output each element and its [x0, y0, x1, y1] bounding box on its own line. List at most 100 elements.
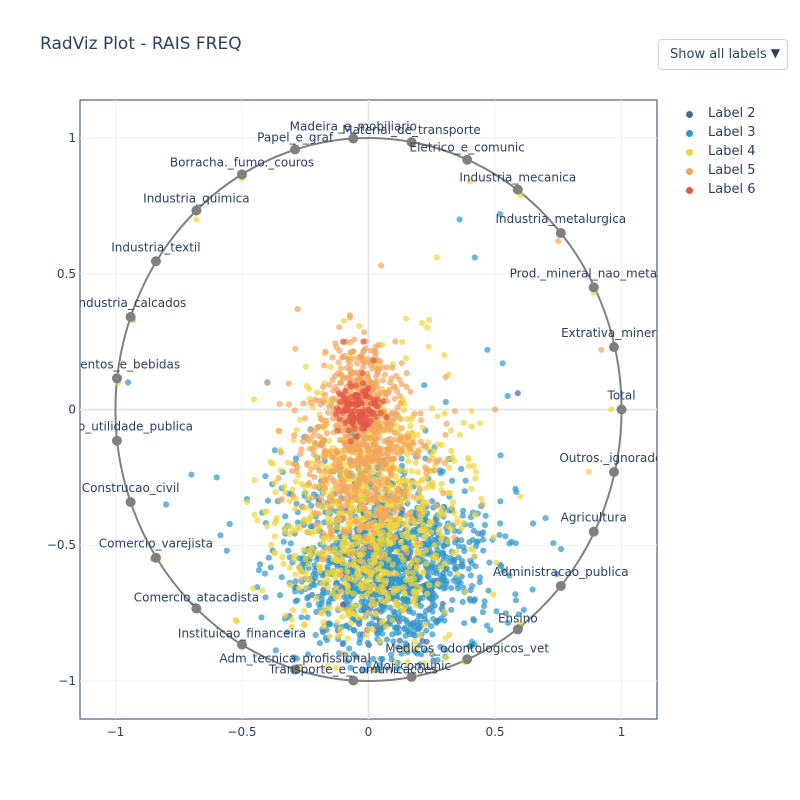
data-point [407, 388, 414, 395]
data-point [383, 590, 390, 597]
data-point [406, 442, 413, 449]
data-point [434, 413, 441, 420]
data-point [321, 362, 328, 369]
data-point [441, 460, 448, 467]
data-point [391, 624, 399, 631]
data-point [375, 365, 382, 372]
data-point [359, 409, 367, 416]
data-point [377, 655, 385, 662]
data-point [335, 510, 342, 517]
data-point [415, 453, 422, 460]
data-point [226, 520, 233, 528]
data-point [286, 531, 293, 538]
data-point [406, 605, 413, 612]
x-tick-label: 0 [365, 725, 373, 739]
data-point [499, 360, 506, 367]
anchor-label: Transporte_e_comunicacoes [268, 662, 438, 676]
data-point [337, 371, 344, 378]
data-point [373, 586, 380, 593]
data-point [404, 659, 411, 666]
data-point [358, 607, 365, 614]
data-point [329, 590, 336, 597]
data-point [364, 610, 372, 617]
data-point [351, 577, 359, 584]
data-point [360, 488, 367, 495]
data-point [351, 445, 358, 452]
data-point [344, 568, 351, 575]
data-point [386, 379, 394, 386]
data-point [302, 363, 310, 370]
data-point [395, 479, 403, 486]
data-point [334, 619, 341, 626]
data-point [424, 573, 431, 580]
data-point [437, 643, 444, 650]
data-point [354, 564, 361, 571]
data-point [454, 581, 461, 588]
data-point [328, 531, 335, 539]
data-point [317, 494, 325, 502]
data-point [365, 446, 372, 453]
data-point [313, 463, 320, 471]
data-point [305, 651, 312, 658]
data-point [448, 606, 455, 613]
data-point [359, 458, 367, 465]
data-point [277, 467, 284, 474]
data-point [344, 588, 351, 595]
data-point [316, 640, 323, 647]
data-point [440, 490, 447, 497]
data-point [468, 407, 475, 415]
data-point [384, 595, 391, 603]
data-point [431, 467, 438, 474]
data-point [346, 314, 354, 321]
data-point [436, 525, 443, 533]
anchor-label: Outros._ignorados [559, 451, 668, 465]
data-point [276, 592, 284, 599]
data-point [333, 344, 340, 351]
data-point [428, 648, 435, 655]
data-point [282, 612, 289, 619]
data-point [188, 471, 195, 478]
data-point [368, 479, 375, 486]
data-point [378, 589, 385, 596]
data-point [502, 533, 509, 540]
data-point [512, 485, 519, 492]
data-point [429, 608, 436, 615]
series-label-5 [130, 238, 605, 657]
data-point [334, 427, 341, 434]
data-point [327, 468, 334, 475]
data-point [418, 417, 425, 424]
data-point [343, 657, 351, 664]
data-point [305, 436, 312, 443]
data-point [446, 464, 453, 471]
data-point [324, 663, 331, 670]
anchor-label: Industria_mecanica [459, 171, 576, 185]
labels-dropdown[interactable]: Show all labels ▼ [658, 39, 788, 70]
anchor-label: Construcao_civil [82, 481, 180, 495]
data-point [529, 520, 537, 527]
data-point [417, 410, 424, 417]
data-point [415, 510, 422, 517]
data-point [398, 538, 405, 546]
axis-ticks: −1 −0.5 0 0.5 1 −1 −0.5 0 0.5 1 [47, 131, 626, 739]
data-point [285, 401, 293, 408]
data-point [340, 478, 347, 485]
data-point [404, 415, 411, 423]
data-point [498, 563, 505, 570]
data-point [406, 631, 413, 638]
data-point [414, 557, 421, 564]
data-point [326, 536, 333, 543]
data-point [343, 433, 351, 440]
data-point [340, 639, 347, 646]
data-point [382, 418, 389, 426]
data-point [341, 579, 348, 586]
legend-label: Label 6 [708, 182, 756, 197]
data-point [478, 531, 485, 538]
data-point [357, 581, 364, 588]
anchor-point [348, 675, 359, 686]
data-point [386, 604, 393, 611]
x-tick-label: 0.5 [485, 725, 504, 739]
data-point [397, 416, 404, 423]
data-point [398, 650, 405, 657]
data-point [429, 631, 436, 638]
data-point [334, 421, 341, 428]
